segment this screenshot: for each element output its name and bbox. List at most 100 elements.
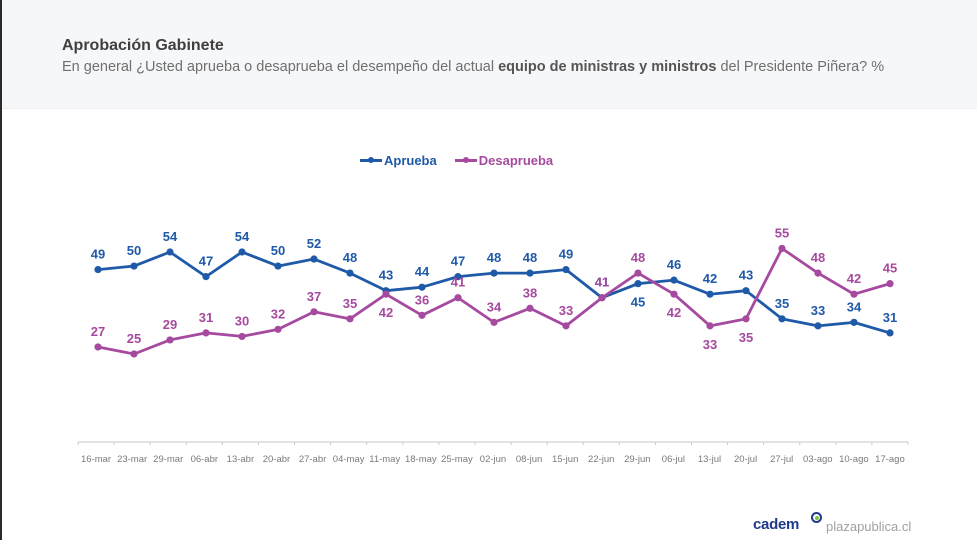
x-tick-label: 11-may <box>369 454 400 465</box>
legend-swatch-aprueba <box>360 156 382 163</box>
legend-item-aprueba: Aprueba <box>360 153 437 168</box>
data-point-aprueba <box>562 265 570 274</box>
window-left-border <box>0 0 2 540</box>
data-label-aprueba: 49 <box>91 247 105 262</box>
data-point-desaprueba <box>742 315 750 323</box>
x-tick-label: 13-abr <box>227 454 254 465</box>
data-label-desaprueba: 31 <box>199 310 213 325</box>
x-tick-label: 22-jun <box>588 454 614 465</box>
data-point-aprueba <box>94 265 102 274</box>
subtitle-bold-text: equipo de ministras y ministros <box>498 59 717 75</box>
chart-legend: Aprueba Desaprueba <box>360 150 553 170</box>
data-point-desaprueba <box>454 294 462 302</box>
data-point-desaprueba <box>634 269 642 277</box>
header-panel: Aprobación Gabinete En general ¿Usted ap… <box>0 0 977 109</box>
data-point-desaprueba <box>670 290 678 298</box>
data-point-aprueba <box>814 322 822 330</box>
data-point-desaprueba <box>526 304 534 312</box>
data-label-aprueba: 43 <box>739 268 753 283</box>
data-label-aprueba: 47 <box>451 254 465 269</box>
cadem-logo-icon <box>811 512 822 523</box>
x-tick-label: 29-mar <box>153 454 183 465</box>
data-point-aprueba <box>202 273 210 281</box>
data-point-desaprueba <box>94 343 102 351</box>
cadem-logo: cadem <box>753 516 800 533</box>
x-tick-label: 27-jul <box>770 454 793 465</box>
data-label-desaprueba: 33 <box>559 303 573 318</box>
x-tick-label: 13-jul <box>698 454 721 465</box>
data-label-aprueba: 54 <box>235 229 250 244</box>
footer-site-link[interactable]: plazapublica.cl <box>826 519 912 534</box>
x-tick-label: 06-jul <box>662 454 685 465</box>
x-tick-label: 02-jun <box>480 454 506 465</box>
data-point-desaprueba <box>166 336 174 344</box>
legend-swatch-desaprueba <box>454 156 477 163</box>
data-point-aprueba <box>670 276 678 284</box>
data-point-desaprueba <box>274 325 282 333</box>
data-label-desaprueba: 32 <box>271 306 285 321</box>
legend-label-desaprueba: Desaprueba <box>478 152 554 168</box>
data-point-desaprueba <box>490 318 498 326</box>
x-tick-label: 27-abr <box>299 454 326 465</box>
x-tick-label: 25-may <box>441 454 473 465</box>
x-tick-label: 08-jun <box>516 454 542 465</box>
data-label-desaprueba: 55 <box>775 225 789 240</box>
data-label-aprueba: 48 <box>523 250 537 265</box>
data-label-desaprueba: 48 <box>811 250 825 265</box>
data-label-aprueba: 50 <box>127 243 141 258</box>
data-point-aprueba <box>418 283 426 291</box>
data-label-desaprueba: 30 <box>235 313 249 328</box>
data-point-desaprueba <box>562 322 570 330</box>
data-label-desaprueba: 35 <box>343 296 357 311</box>
data-label-desaprueba: 38 <box>523 285 537 300</box>
data-point-aprueba <box>706 290 714 298</box>
data-label-aprueba: 47 <box>199 254 213 269</box>
data-label-aprueba: 45 <box>631 295 645 310</box>
data-label-desaprueba: 33 <box>703 337 717 352</box>
x-tick-label: 03-ago <box>803 454 833 465</box>
data-label-desaprueba: 25 <box>127 331 141 346</box>
data-label-desaprueba: 35 <box>739 330 753 345</box>
data-label-aprueba: 52 <box>307 236 321 251</box>
subtitle-text-end: del Presidente Piñera? % <box>716 59 885 75</box>
data-point-aprueba <box>490 269 498 277</box>
data-label-aprueba: 41 <box>595 275 609 290</box>
data-point-desaprueba <box>850 290 858 298</box>
data-point-desaprueba <box>886 280 894 288</box>
x-tick-label: 18-may <box>405 454 437 465</box>
x-tick-label: 17-ago <box>875 454 905 465</box>
data-point-desaprueba <box>814 269 822 277</box>
data-label-aprueba: 43 <box>379 268 393 283</box>
data-label-desaprueba: 29 <box>163 317 177 332</box>
data-label-desaprueba: 48 <box>631 250 645 265</box>
data-label-desaprueba: 42 <box>847 271 861 286</box>
data-label-aprueba: 34 <box>847 299 862 314</box>
data-point-desaprueba <box>202 329 210 337</box>
data-point-aprueba <box>274 262 282 270</box>
data-point-aprueba <box>310 255 318 263</box>
data-point-aprueba <box>238 248 246 256</box>
data-label-aprueba: 50 <box>271 243 285 258</box>
data-label-aprueba: 42 <box>703 271 717 286</box>
legend-label-aprueba: Aprueba <box>384 152 437 168</box>
data-point-desaprueba <box>310 308 318 316</box>
data-label-aprueba: 49 <box>559 247 573 262</box>
data-label-desaprueba: 34 <box>487 299 502 314</box>
data-label-desaprueba: 45 <box>883 261 897 276</box>
data-label-aprueba: 31 <box>883 310 897 325</box>
x-tick-label: 04-may <box>333 454 365 465</box>
x-tick-label: 23-mar <box>117 454 147 465</box>
data-point-desaprueba <box>418 311 426 319</box>
chart-title: Aprobación Gabinete <box>62 37 224 54</box>
data-point-desaprueba <box>598 294 606 302</box>
data-point-desaprueba <box>706 322 714 330</box>
x-tick-label: 16-mar <box>81 454 111 465</box>
data-label-desaprueba: 41 <box>595 275 609 290</box>
data-point-aprueba <box>850 318 858 326</box>
data-point-aprueba <box>778 315 786 323</box>
x-tick-label: 10-ago <box>839 454 869 465</box>
data-point-aprueba <box>526 269 534 277</box>
data-point-aprueba <box>742 287 750 295</box>
data-point-aprueba <box>166 248 174 256</box>
